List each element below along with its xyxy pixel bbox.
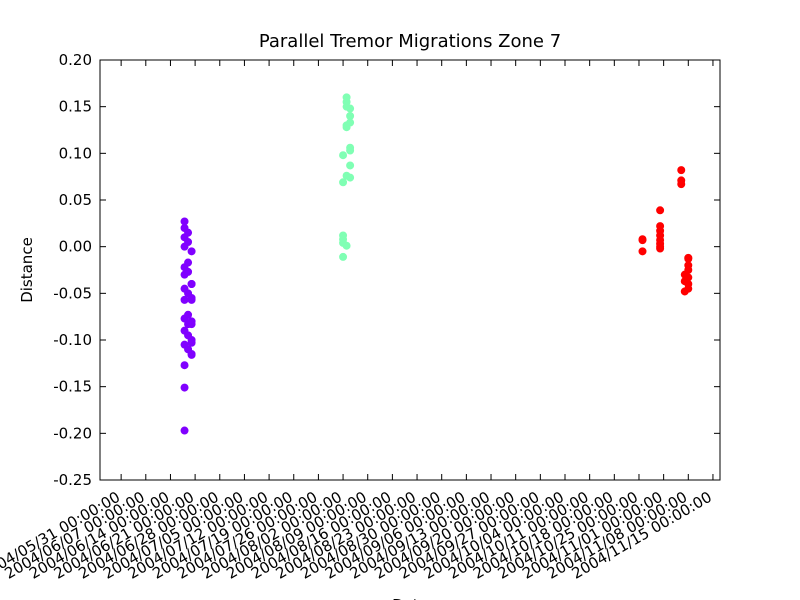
point (684, 254, 693, 263)
point (656, 244, 665, 253)
y-tick-label: -0.15 (53, 378, 92, 396)
point (339, 178, 348, 187)
point (638, 236, 647, 245)
plot-frame (99, 59, 721, 481)
y-tick-label: 0.10 (59, 144, 92, 162)
y-tick-label: -0.20 (53, 424, 92, 442)
point (180, 314, 189, 323)
point (680, 287, 689, 296)
y-tick-label: -0.25 (53, 471, 92, 489)
point (346, 146, 355, 155)
point (187, 280, 196, 288)
point (187, 247, 196, 256)
point (180, 361, 189, 370)
point (638, 247, 647, 256)
y-tick-label: 0.15 (59, 98, 92, 116)
point (180, 217, 189, 226)
point (187, 295, 196, 304)
point (180, 242, 189, 251)
point (346, 104, 355, 113)
y-tick-label: 0.20 (59, 51, 92, 69)
point (339, 252, 348, 261)
y-tick-label: 0.05 (59, 191, 92, 209)
point (187, 338, 196, 347)
y-tick-label: -0.10 (53, 331, 92, 349)
point (342, 123, 351, 132)
y-tick-label: -0.05 (53, 284, 92, 302)
point (677, 166, 686, 175)
chart-title: Parallel Tremor Migrations Zone 7 (259, 31, 561, 52)
point (342, 241, 351, 250)
point (180, 426, 189, 435)
point (187, 320, 196, 329)
point (346, 173, 355, 182)
x-axis-label: Date (392, 596, 428, 600)
point (346, 112, 355, 120)
y-tick-label: 0.00 (59, 238, 92, 256)
point (677, 180, 686, 189)
point (180, 383, 189, 392)
point (180, 295, 189, 304)
point (187, 350, 196, 359)
point (180, 270, 189, 279)
y-axis-label: Distance (18, 237, 36, 303)
point (346, 161, 355, 170)
point (339, 151, 348, 160)
point (656, 206, 665, 215)
